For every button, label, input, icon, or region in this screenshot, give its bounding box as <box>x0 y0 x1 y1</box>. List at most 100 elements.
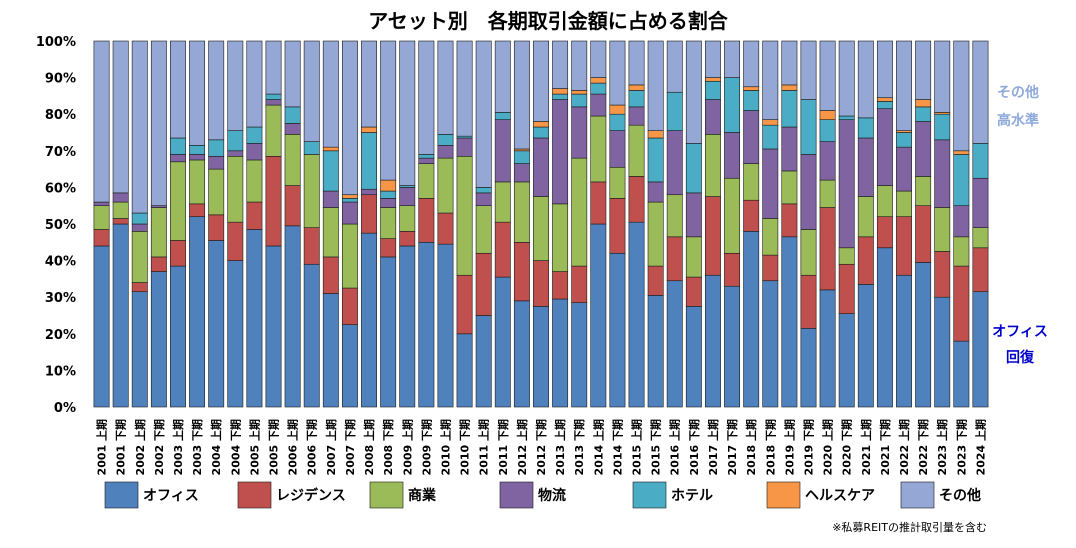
bar-segment <box>647 130 664 139</box>
bar-segment <box>533 306 549 408</box>
bar-segment <box>303 141 320 155</box>
x-tick-label: 2023 下期 <box>954 419 968 475</box>
bar-segment <box>915 205 932 263</box>
bar-segment <box>590 82 607 95</box>
bar-segment <box>341 198 358 203</box>
x-tick-label: 2020 上期 <box>821 419 835 475</box>
bar-segment <box>647 295 664 408</box>
bar-segment <box>876 40 893 99</box>
legend-label: その他 <box>939 487 981 504</box>
bar-segment <box>953 40 970 152</box>
bar-segment <box>284 225 301 408</box>
x-tick-label: 2007 上期 <box>324 419 338 475</box>
bar-segment <box>399 245 416 408</box>
bar-segment <box>150 40 167 206</box>
bar-segment <box>246 159 263 203</box>
bar-segment <box>705 99 721 135</box>
bar-segment <box>857 236 874 285</box>
bar-segment <box>953 236 970 267</box>
legend-label: 物流 <box>538 487 566 504</box>
bar-segment <box>666 194 683 238</box>
bar-segment <box>399 231 416 247</box>
x-tick-label: 2012 上期 <box>515 419 529 475</box>
bar-segment <box>456 274 473 335</box>
x-tick-label: 2008 下期 <box>381 419 395 475</box>
bar-segment <box>341 223 358 289</box>
bar-segment <box>475 205 492 254</box>
bar-segment <box>284 40 301 108</box>
bar-segment <box>800 328 817 408</box>
bar-segment <box>513 163 530 183</box>
legend-label: レジデンス <box>276 487 346 504</box>
x-tick-label: 2011 下期 <box>496 419 510 475</box>
bar-segment <box>915 40 932 100</box>
bar-segment <box>131 212 148 225</box>
bar-segment <box>896 132 912 148</box>
x-tick-label: 2022 下期 <box>916 419 930 475</box>
bar-segment <box>934 296 951 408</box>
bar-segment <box>590 223 607 408</box>
bar-segment <box>437 157 454 214</box>
bar-segment <box>743 199 760 232</box>
bar-segment <box>341 287 358 325</box>
bar-segment <box>380 198 397 208</box>
x-tick-label: 2006 上期 <box>286 419 300 475</box>
bar-segment <box>437 134 454 146</box>
bar-segment <box>857 196 874 238</box>
bar-segment <box>705 134 721 197</box>
x-tick-label: 2004 上期 <box>209 419 223 475</box>
x-tick-label: 2024 上期 <box>973 419 987 475</box>
bar-segment <box>819 119 836 142</box>
bar-segment <box>666 40 683 93</box>
bar-segment <box>953 205 970 238</box>
x-tick-label: 2019 下期 <box>801 419 815 475</box>
bar-segment <box>571 302 588 408</box>
bar-segment <box>876 101 893 110</box>
x-tick-label: 2021 下期 <box>878 419 892 475</box>
bar-segment <box>189 203 206 217</box>
bar-segment <box>762 119 779 126</box>
bar-segment <box>819 207 836 291</box>
bar-segment <box>380 207 397 239</box>
bar-segment <box>609 104 626 115</box>
bar-segment <box>705 40 721 78</box>
bar-segment <box>112 201 129 219</box>
bar-segment <box>953 154 970 207</box>
bar-segment <box>361 132 377 190</box>
bar-segment <box>552 88 569 95</box>
bar-segment <box>838 313 855 408</box>
bar-segment <box>571 265 588 303</box>
bar-segment <box>93 245 110 408</box>
bar-segment <box>781 90 798 128</box>
bar-segment <box>112 218 129 225</box>
bar-segment <box>189 154 206 161</box>
bar-segment <box>494 112 511 120</box>
bar-segment <box>227 130 244 152</box>
bar-segment <box>552 298 569 408</box>
bar-segment <box>896 274 912 408</box>
bar-segment <box>533 260 549 307</box>
bar-segment <box>781 126 798 172</box>
bar-segment <box>322 146 339 152</box>
bar-segment <box>341 201 358 225</box>
bar-segment <box>437 212 454 245</box>
bar-segment <box>418 163 435 199</box>
x-tick-label: 2016 下期 <box>687 419 701 475</box>
bar-segment <box>762 40 779 120</box>
x-tick-label: 2020 下期 <box>840 419 854 475</box>
bar-segment <box>647 201 664 267</box>
bar-segment <box>953 340 970 408</box>
bar-segment <box>953 150 970 155</box>
legend-label: 商業 <box>408 487 437 504</box>
bar-segment <box>666 236 683 282</box>
bar-segment <box>380 238 397 258</box>
bar-segment <box>972 40 989 144</box>
bar-segment <box>284 123 301 135</box>
bar-segment <box>265 155 282 247</box>
bar-segment <box>322 150 339 192</box>
bar-segment <box>876 216 893 249</box>
bar-segment <box>800 274 817 329</box>
y-tick-label: 10% <box>45 364 76 379</box>
bar-segment <box>762 148 779 219</box>
x-tick-label: 2013 上期 <box>553 419 567 475</box>
